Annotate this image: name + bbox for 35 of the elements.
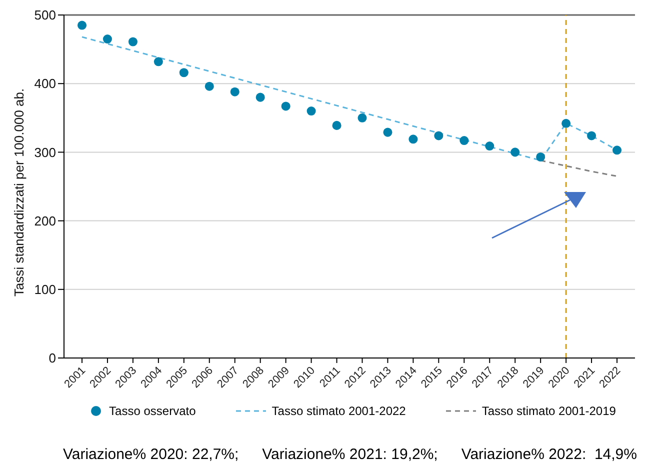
point <box>77 20 87 30</box>
legend-label: Tasso osservato <box>109 404 196 418</box>
text: Variazione% 2020: 22,7%; <box>63 446 239 463</box>
point <box>358 113 367 122</box>
point <box>434 131 444 140</box>
point <box>179 68 188 78</box>
legend-label: Tasso stimato 2001-2022 <box>272 404 406 418</box>
y-tick-label: 500 <box>34 8 56 23</box>
text: Variazione% 2022: 14,9% <box>461 446 637 463</box>
point <box>281 102 290 111</box>
point <box>408 134 418 144</box>
y-tick-label: 100 <box>34 282 56 298</box>
point <box>204 82 214 91</box>
point <box>332 120 342 130</box>
y-tick-label: 300 <box>34 144 56 160</box>
point <box>230 87 240 96</box>
y-tick-label: 0 <box>48 350 56 366</box>
y-tick-label: 200 <box>34 213 56 228</box>
point <box>510 148 520 157</box>
point <box>102 34 112 44</box>
y-tick-label: 400 <box>34 76 56 92</box>
point <box>485 142 494 151</box>
y-axis-title: Tassi standardizzati per 100.000 ab. <box>12 88 27 296</box>
point <box>383 128 392 137</box>
point <box>154 57 163 66</box>
point <box>128 37 138 46</box>
point <box>306 106 316 116</box>
point <box>256 92 265 102</box>
point <box>587 131 596 140</box>
point <box>562 118 571 128</box>
point <box>460 136 469 146</box>
point <box>536 152 546 162</box>
text: Variazione% 2021: 19,2%; <box>262 446 438 463</box>
legend-label: Tasso stimato 2001-2019 <box>482 404 616 418</box>
point <box>612 146 622 155</box>
